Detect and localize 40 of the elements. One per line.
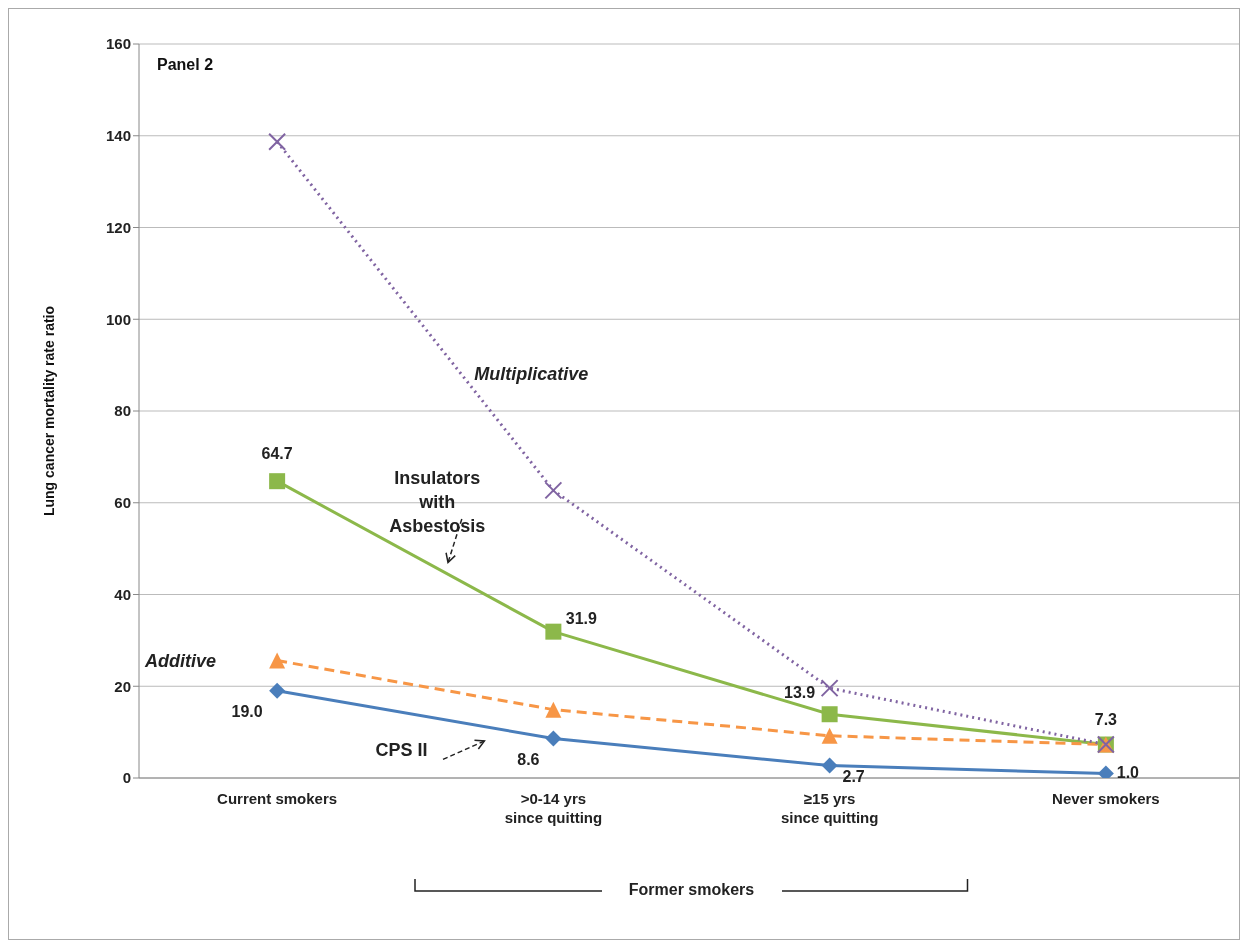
data-label: 2.7 [842,767,865,785]
data-label: 19.0 [231,703,263,721]
point [545,701,562,718]
data-label: 31.9 [565,609,598,627]
y-tick-label: 20 [114,677,131,695]
point [545,730,562,747]
point [820,679,839,698]
x-tick-label: >0-14 yrs since quitting [504,790,603,826]
point [821,706,838,723]
y-tick-label: 100 [105,310,131,328]
data-label: 13.9 [784,684,816,702]
y-tick-label: 80 [114,402,131,420]
y-tick-label: 0 [122,769,131,787]
point [269,652,286,669]
point [544,481,563,500]
series-label: CPS II [374,739,429,763]
y-tick-label: 60 [114,494,131,512]
data-label: 7.3 [1094,710,1118,728]
y-tick-label: 120 [105,218,131,236]
point [268,132,287,151]
point [269,473,286,490]
data-label: 8.6 [517,750,540,768]
x-tick-label: Current smokers [217,790,338,807]
point [269,682,286,699]
point [821,727,838,744]
data-label: 1.0 [1116,763,1140,781]
point [545,623,562,640]
y-tick-label: 160 [105,35,131,53]
y-tick-label: 140 [105,127,131,145]
series-label: Insulators with Asbestosis [388,466,487,538]
y-tick-label: 40 [114,585,131,603]
text: Additive [143,650,217,673]
annotation: Panel 2 [157,56,214,74]
x-tick-label: Never smokers [1052,790,1160,807]
y-axis-title: Lung cancer mortality rate ratio [40,305,57,517]
x-tick-label: ≥15 yrs since quitting [780,790,879,826]
text: Former smokers [601,881,782,899]
series-label: Multiplicative [473,363,590,387]
point [821,757,838,774]
data-label: 64.7 [261,445,293,463]
